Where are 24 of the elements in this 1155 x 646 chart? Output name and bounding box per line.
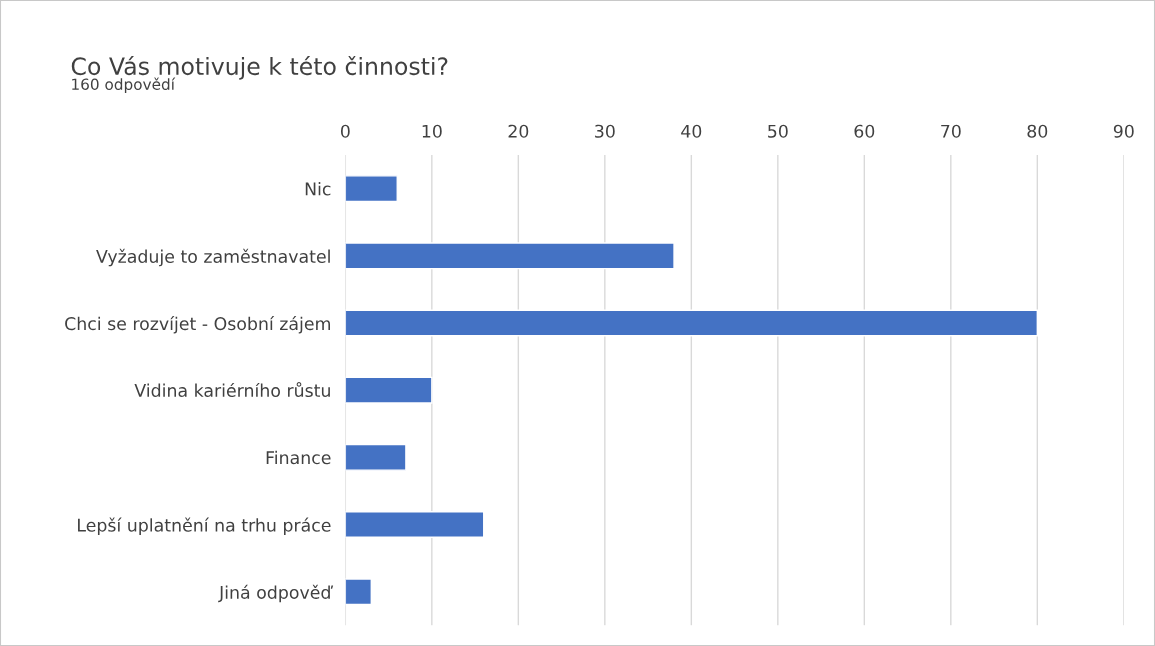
bar bbox=[345, 175, 398, 203]
bar bbox=[345, 242, 675, 270]
x-tick-label: 10 bbox=[422, 124, 442, 138]
x-tick-label: 60 bbox=[854, 124, 875, 138]
x-tick-label: 50 bbox=[768, 124, 788, 138]
y-tick-label: Finance bbox=[266, 450, 331, 465]
x-tick-label: 30 bbox=[595, 124, 615, 138]
y-tick-label: Jiná odpověď bbox=[218, 584, 334, 603]
x-tick-label: 80 bbox=[1027, 124, 1048, 138]
x-tick-label: 70 bbox=[941, 124, 961, 138]
bar bbox=[345, 309, 1039, 337]
y-tick-label: Chci se rozvíjet - Osobní zájem bbox=[65, 316, 330, 334]
bar bbox=[345, 511, 485, 539]
y-tick-label: Nic bbox=[305, 182, 331, 196]
y-tick-label: Vidina kariérního růstu bbox=[134, 382, 330, 398]
y-tick-label: Vyžaduje to zaměstnavatel bbox=[96, 248, 330, 267]
x-tick-label: 0 bbox=[340, 124, 350, 138]
x-tick-label: 40 bbox=[681, 124, 702, 138]
bar bbox=[345, 578, 372, 606]
y-tick-label: Lepší uplatnění na trhu práce bbox=[78, 517, 331, 536]
bar bbox=[345, 376, 433, 404]
x-tick-label: 90 bbox=[1113, 124, 1134, 138]
x-tick-label: 20 bbox=[508, 124, 529, 138]
bar bbox=[345, 443, 407, 471]
